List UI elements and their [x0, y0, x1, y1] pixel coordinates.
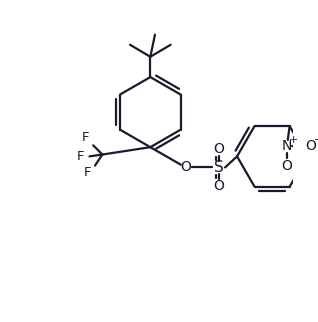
Text: N: N — [282, 139, 292, 153]
Text: O: O — [305, 139, 316, 153]
Text: +: + — [289, 135, 298, 145]
Text: O: O — [180, 160, 191, 175]
Text: O: O — [281, 159, 292, 173]
Text: F: F — [77, 150, 84, 163]
Text: O: O — [213, 179, 224, 193]
Text: F: F — [84, 166, 91, 179]
Text: O: O — [213, 142, 224, 156]
Text: S: S — [214, 160, 224, 175]
Text: −: − — [314, 135, 318, 145]
Text: F: F — [82, 131, 90, 145]
